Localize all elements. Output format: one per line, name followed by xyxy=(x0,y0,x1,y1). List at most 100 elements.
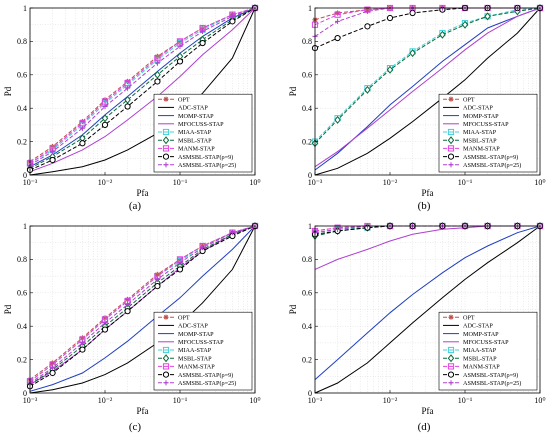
data-point xyxy=(102,320,108,326)
series-line xyxy=(29,225,256,387)
y-tick-label: 0.6 xyxy=(302,289,312,298)
y-tick-label: 0.8 xyxy=(302,37,312,46)
data-point xyxy=(177,43,183,50)
series-line xyxy=(29,225,256,394)
data-point xyxy=(79,346,86,353)
x-tick-label: 10⁰ xyxy=(249,178,260,187)
panel-label: (b) xyxy=(418,200,431,212)
legend-entry: ADC-STAP xyxy=(178,105,208,112)
series-2 xyxy=(314,225,541,394)
legend-entry: ASMSBL-STAP(ρ=25) xyxy=(178,380,236,387)
data-point xyxy=(334,34,341,42)
data-point xyxy=(101,326,109,333)
y-tick-label: 0.8 xyxy=(17,37,27,46)
x-tick-label: 10⁰ xyxy=(249,396,260,405)
legend-entry: MSBL-STAP xyxy=(178,137,212,144)
y-tick-label: 0 xyxy=(23,389,27,398)
data-point xyxy=(49,365,56,371)
legend: OPT ADC-STAPMOMP-STAPMFOCUSS-STAPMIAA-STA… xyxy=(438,93,538,173)
data-point xyxy=(334,18,341,24)
data-point xyxy=(439,30,446,39)
legend-marker xyxy=(162,371,170,378)
panel-label: (a) xyxy=(129,200,142,212)
series-line xyxy=(29,225,256,386)
chart-panel-4: 0 0.2 0.4 0.6 0.8 1 10⁻³ 10⁻² 10⁻¹ 10⁰ Pfa Pd OPT ADC… xyxy=(288,222,546,433)
data-point xyxy=(229,230,236,236)
series-4 xyxy=(29,225,256,386)
data-point xyxy=(154,78,161,85)
legend-marker xyxy=(162,136,170,145)
axes-frame xyxy=(29,225,256,394)
x-tick-label: 10⁻³ xyxy=(23,178,38,187)
series-line xyxy=(29,225,256,392)
legend: OPT ADC-STAPMOMP-STAPMFOCUSS-STAPMIAA-STA… xyxy=(153,93,253,173)
x-tick-label: 10⁻³ xyxy=(308,178,323,187)
data-point xyxy=(154,70,161,79)
data-point xyxy=(154,60,161,66)
legend-entry: ADC-STAP xyxy=(178,323,208,330)
data-point xyxy=(49,144,56,150)
legend-marker xyxy=(447,371,455,378)
data-point xyxy=(177,260,183,266)
legend-marker xyxy=(448,162,454,168)
y-axis-title: Pd xyxy=(288,304,298,314)
panel-label: (d) xyxy=(418,421,431,433)
y-tick-label: 0.2 xyxy=(17,137,27,146)
series-line xyxy=(29,225,256,382)
legend-marker xyxy=(162,145,170,152)
legend-entry: MANM-STAP xyxy=(463,364,500,371)
data-point xyxy=(229,18,236,25)
data-point xyxy=(49,156,56,164)
y-tick-label: 0.8 xyxy=(17,255,27,264)
legend-entry: ASMSBL-STAP(ρ=25) xyxy=(463,162,521,169)
series-line xyxy=(29,7,256,166)
legend-entry: MANM-STAP xyxy=(178,364,215,371)
y-tick-label: 0 xyxy=(308,389,312,398)
legend-entry: MSBL-STAP xyxy=(463,137,497,144)
series-4 xyxy=(29,7,256,173)
data-point xyxy=(484,12,491,21)
series-line xyxy=(314,7,541,176)
legend-entry: MFOCUSS-STAP xyxy=(463,339,509,346)
legend-marker xyxy=(447,354,455,363)
legend-marker xyxy=(162,354,170,363)
legend-entry: MIAA-STAP xyxy=(463,129,497,136)
series-line xyxy=(29,7,256,176)
data-point xyxy=(79,125,86,131)
legend-entry: ADC-STAP xyxy=(463,323,493,330)
data-point xyxy=(334,115,341,124)
data-point xyxy=(386,65,394,74)
data-point xyxy=(229,13,236,19)
y-tick-label: 0.4 xyxy=(17,104,27,113)
series-3 xyxy=(29,225,256,392)
legend-entry: OPT xyxy=(178,96,190,103)
legend-entry: MOMP-STAP xyxy=(463,331,499,338)
legend-entry: MFOCUSS-STAP xyxy=(463,121,509,128)
y-tick-label: 1 xyxy=(308,222,312,231)
data-point xyxy=(124,78,131,85)
data-point xyxy=(334,10,341,16)
y-axis-title: Pd xyxy=(3,86,13,96)
series-6 xyxy=(311,4,544,148)
series-3 xyxy=(29,7,256,168)
data-point xyxy=(102,103,108,110)
data-point xyxy=(386,14,394,22)
x-tick-label: 10⁻¹ xyxy=(173,396,188,405)
series-line xyxy=(314,225,541,380)
series-line xyxy=(29,225,256,386)
x-axis-title: Pfa xyxy=(422,188,434,198)
legend-marker xyxy=(447,128,455,136)
legend-entry: ADC-STAP xyxy=(463,105,493,112)
legend-marker xyxy=(448,380,454,386)
x-tick-label: 10⁻¹ xyxy=(173,178,188,187)
y-tick-label: 0 xyxy=(308,171,312,180)
legend-marker xyxy=(162,128,170,136)
legend-entry: ASMSBL-STAP(ρ=25) xyxy=(463,380,521,387)
data-point xyxy=(124,95,131,104)
y-axis-title: Pd xyxy=(288,86,298,96)
series-4 xyxy=(314,7,541,168)
legend-entry: MOMP-STAP xyxy=(463,113,499,120)
legend-marker xyxy=(448,96,454,102)
legend-entry: OPT xyxy=(463,314,475,321)
legend-entry: MFOCUSS-STAP xyxy=(178,339,224,346)
